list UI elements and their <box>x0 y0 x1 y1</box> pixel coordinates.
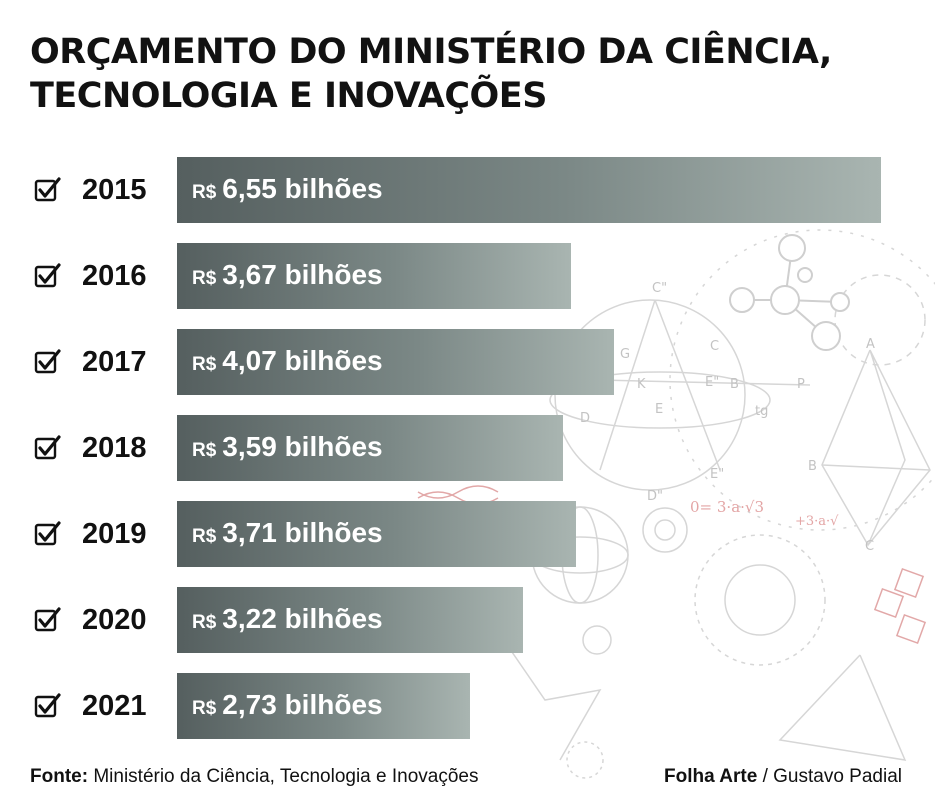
bar-row: 2016 R$ 3,67 bilhões <box>0 243 935 309</box>
bar-value-text: 2,73 bilhões <box>222 689 383 720</box>
svg-text:E: E <box>655 402 663 417</box>
checkbox-checked-icon <box>34 435 61 460</box>
bar-row: 2017 R$ 4,07 bilhões <box>0 329 935 395</box>
credit-text: / Gustavo Padial <box>757 766 902 787</box>
checkbox-checked-icon <box>34 693 61 718</box>
year-tick-label: 2016 <box>82 260 147 292</box>
budget-bar <box>177 157 881 223</box>
bar-data-label: R$ 4,07 bilhões <box>192 329 383 395</box>
budget-bar <box>177 329 614 395</box>
svg-text:C: C <box>710 339 719 354</box>
year-tick-label: 2015 <box>82 174 147 206</box>
year-tick-label: 2019 <box>82 518 147 550</box>
svg-text:D": D" <box>647 489 663 504</box>
bar-value-text: 3,22 bilhões <box>222 603 383 634</box>
svg-text:C: C <box>865 539 874 554</box>
bar-value-text: 3,71 bilhões <box>222 517 383 548</box>
year-tick-label: 2018 <box>82 432 147 464</box>
budget-bar <box>177 415 563 481</box>
bar-value-text: 6,55 bilhões <box>222 173 383 204</box>
source-text: Ministério da Ciência, Tecnologia e Inov… <box>88 766 479 787</box>
credit-label: Folha Arte <box>664 766 758 787</box>
bar-value-text: 3,59 bilhões <box>222 431 383 462</box>
svg-text:P: P <box>797 377 805 392</box>
bar-row: 2015 R$ 6,55 bilhões <box>0 157 935 223</box>
svg-text:tg: tg <box>755 404 768 419</box>
year-tick-label: 2020 <box>82 604 147 636</box>
svg-text:B: B <box>808 459 817 474</box>
chart-title: ORÇAMENTO DO MINISTÉRIO DA CIÊNCIA, TECN… <box>30 32 832 116</box>
budget-bar <box>177 673 470 739</box>
checkbox-checked-icon <box>34 521 61 546</box>
currency-label: R$ <box>192 440 217 461</box>
bar-row: 2019 R$ 3,71 bilhões <box>0 501 935 567</box>
currency-label: R$ <box>192 354 217 375</box>
svg-text:+3·a·√: +3·a·√ <box>795 514 839 529</box>
year-tick-label: 2021 <box>82 690 147 722</box>
checkbox-checked-icon <box>34 177 61 202</box>
bar-row: 2018 R$ 3,59 bilhões <box>0 415 935 481</box>
source-label: Fonte: <box>30 766 89 787</box>
svg-text:D: D <box>580 411 590 426</box>
budget-bar <box>177 587 523 653</box>
bar-row: 2020 R$ 3,22 bilhões <box>0 587 935 653</box>
bar-value-text: 4,07 bilhões <box>222 345 383 376</box>
checkbox-checked-icon <box>34 349 61 374</box>
checkbox-checked-icon <box>34 607 61 632</box>
svg-text:C": C" <box>652 281 667 296</box>
bar-value-text: 3,67 bilhões <box>222 259 383 290</box>
svg-text:K: K <box>637 377 646 392</box>
bar-data-label: R$ 2,73 bilhões <box>192 673 383 739</box>
budget-bar <box>177 243 571 309</box>
budget-bar <box>177 501 576 567</box>
currency-label: R$ <box>192 268 217 289</box>
svg-text:G: G <box>620 347 630 362</box>
source-note: Fonte: Ministério da Ciência, Tecnologia… <box>30 766 478 788</box>
svg-text:A: A <box>866 337 875 352</box>
currency-label: R$ <box>192 698 217 719</box>
bar-data-label: R$ 3,67 bilhões <box>192 243 383 309</box>
svg-text:E": E" <box>710 467 724 482</box>
currency-label: R$ <box>192 526 217 547</box>
bar-data-label: R$ 6,55 bilhões <box>192 157 383 223</box>
currency-label: R$ <box>192 612 217 633</box>
svg-text:B: B <box>730 377 739 392</box>
bar-data-label: R$ 3,22 bilhões <box>192 587 383 653</box>
svg-text:E": E" <box>705 375 719 390</box>
checkbox-checked-icon <box>34 263 61 288</box>
bar-row: 2021 R$ 2,73 bilhões <box>0 673 935 739</box>
bar-data-label: R$ 3,59 bilhões <box>192 415 383 481</box>
bar-data-label: R$ 3,71 bilhões <box>192 501 383 567</box>
currency-label: R$ <box>192 182 217 203</box>
year-tick-label: 2017 <box>82 346 147 378</box>
svg-text:0= 3·a·√3: 0= 3·a·√3 <box>690 498 764 516</box>
credit-note: Folha Arte / Gustavo Padial <box>664 766 902 788</box>
